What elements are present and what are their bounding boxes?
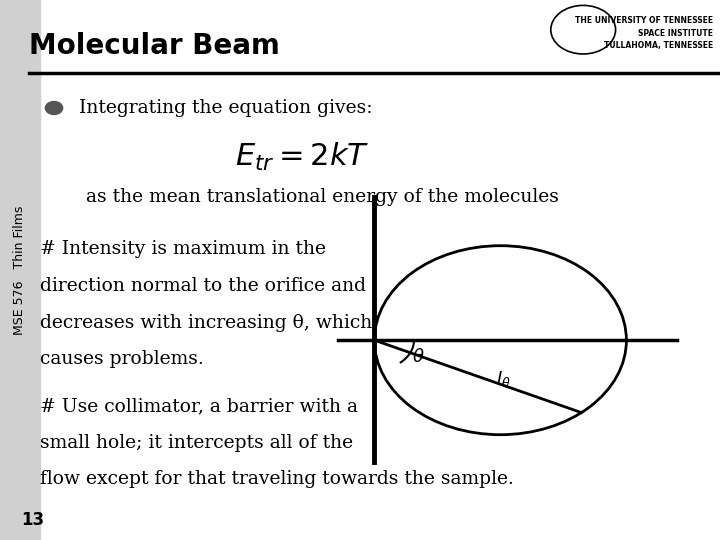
Text: causes problems.: causes problems.	[40, 350, 203, 368]
Circle shape	[45, 102, 63, 114]
Text: $E_{tr} = 2kT$: $E_{tr} = 2kT$	[235, 140, 369, 173]
Text: $I_\theta$: $I_\theta$	[496, 369, 510, 389]
Text: # Intensity is maximum in the: # Intensity is maximum in the	[40, 240, 325, 258]
Text: flow except for that traveling towards the sample.: flow except for that traveling towards t…	[40, 470, 513, 488]
Text: $\theta$: $\theta$	[412, 348, 425, 367]
Text: MSE 576   Thin Films: MSE 576 Thin Films	[13, 205, 26, 335]
Text: 13: 13	[22, 511, 45, 529]
Text: decreases with increasing θ, which: decreases with increasing θ, which	[40, 314, 372, 332]
Text: direction normal to the orifice and: direction normal to the orifice and	[40, 277, 366, 295]
Text: THE UNIVERSITY OF TENNESSEE
SPACE INSTITUTE
TULLAHOMA, TENNESSEE: THE UNIVERSITY OF TENNESSEE SPACE INSTIT…	[575, 16, 713, 50]
Text: as the mean translational energy of the molecules: as the mean translational energy of the …	[86, 188, 559, 206]
Text: Integrating the equation gives:: Integrating the equation gives:	[79, 99, 373, 117]
Text: Molecular Beam: Molecular Beam	[29, 32, 279, 60]
Text: small hole; it intercepts all of the: small hole; it intercepts all of the	[40, 434, 353, 451]
Text: # Use collimator, a barrier with a: # Use collimator, a barrier with a	[40, 397, 358, 415]
